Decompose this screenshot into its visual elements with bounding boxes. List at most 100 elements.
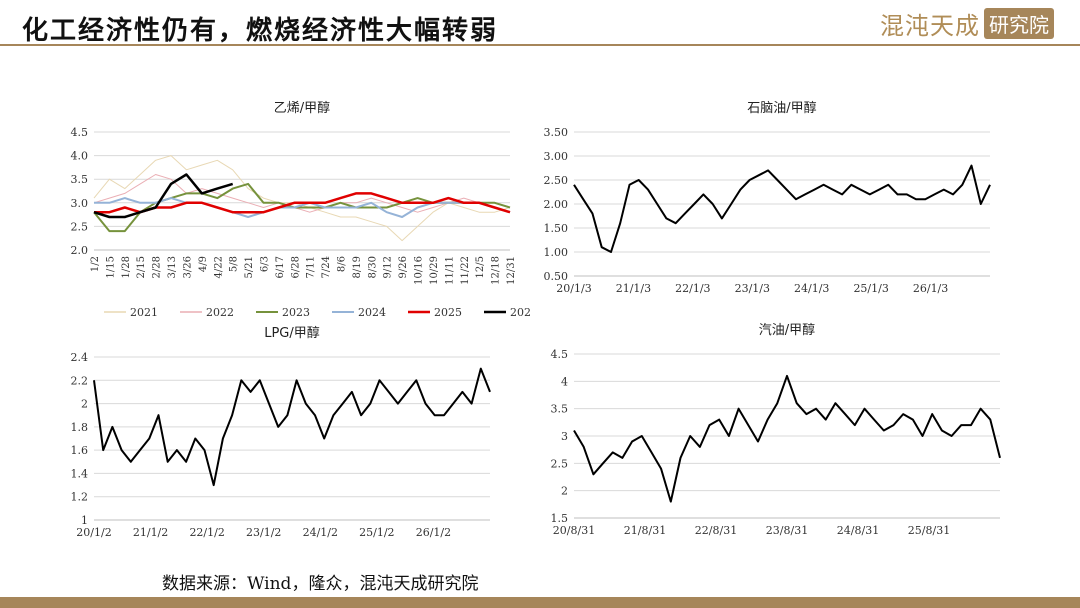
x-tick-label: 20/1/3 xyxy=(556,282,591,295)
x-tick-label: 26/1/3 xyxy=(913,282,948,295)
legend-label: 2022 xyxy=(206,306,234,319)
y-tick-label: 4 xyxy=(561,375,568,388)
x-tick-label: 24/1/2 xyxy=(303,526,338,539)
x-tick-label: 2/28 xyxy=(152,256,163,278)
x-tick-label: 20/1/2 xyxy=(76,526,111,539)
y-tick-label: 4.0 xyxy=(71,150,89,163)
x-tick-label: 8/19 xyxy=(352,256,363,278)
legend-label: 2025 xyxy=(434,306,462,319)
y-tick-label: 3.00 xyxy=(544,150,569,163)
chart-title: 石脑油/甲醇 xyxy=(747,100,816,116)
y-tick-label: 3.0 xyxy=(71,197,89,210)
x-tick-label: 7/24 xyxy=(321,256,332,278)
chart-naphtha-methanol: 石脑油/甲醇 0.50 1.00 1.50 2.00 2.50 3.00 3.50 20/1/3… xyxy=(530,90,1010,305)
y-tick-label: 1.8 xyxy=(71,421,89,434)
title-divider xyxy=(0,44,1080,46)
chart-ethylene-methanol: 乙烯/甲醇 2.0 2.5 3.0 3.5 4.0 4.5 1/2 1/15 1/28 2/15 2/… xyxy=(50,90,531,320)
logo: 混沌天成 研究院 xyxy=(880,7,1054,40)
x-tick-label: 23/8/31 xyxy=(766,524,808,537)
page-title: 化工经济性仍有，燃烧经济性大幅转弱 xyxy=(22,16,499,46)
source-note: 数据来源：Wind，隆众，混沌天成研究院 xyxy=(162,574,479,594)
x-tick-label: 7/11 xyxy=(306,256,317,278)
y-tick-label: 1.5 xyxy=(551,512,569,525)
x-tick-label: 11/11 xyxy=(444,256,455,285)
x-tick-label: 6/28 xyxy=(290,256,301,278)
x-tick-label: 9/26 xyxy=(398,256,409,278)
y-tick-label: 1.50 xyxy=(544,222,569,235)
y-tick-label: 2 xyxy=(561,485,568,498)
x-tick-label: 22/1/3 xyxy=(675,282,710,295)
y-tick-label: 2.5 xyxy=(71,220,89,233)
y-tick-label: 2 xyxy=(81,398,88,411)
x-tick-label: 3/13 xyxy=(167,256,178,278)
y-tick-label: 2.2 xyxy=(71,374,89,387)
x-tick-label: 23/1/3 xyxy=(735,282,770,295)
y-tick-label: 4.5 xyxy=(71,126,89,139)
series-line-2022 xyxy=(93,174,511,213)
y-tick-label: 2.0 xyxy=(71,244,89,257)
x-tick-label: 25/1/2 xyxy=(359,526,394,539)
series-line-2025 xyxy=(94,192,511,214)
x-tick-label: 10/29 xyxy=(429,256,440,285)
y-tick-label: 3.5 xyxy=(71,173,89,186)
bottom-bar xyxy=(0,597,1080,608)
y-tick-label: 1 xyxy=(81,514,88,527)
chart-svg: 乙烯/甲醇 2.0 2.5 3.0 3.5 4.0 4.5 1/2 1/15 1/28 2/15 2/… xyxy=(71,100,531,319)
logo-badge: 研究院 xyxy=(984,7,1054,39)
y-tick-label: 3 xyxy=(561,430,568,443)
y-tick-label: 1.6 xyxy=(71,444,89,457)
chart-svg: 汽油/甲醇 1.5 2 2.5 3 3.5 4 4.5 20/8/31 21/8/31 22/8/3… xyxy=(551,322,1001,537)
y-tick-label: 2.00 xyxy=(544,198,569,211)
y-tick-label: 1.4 xyxy=(71,467,89,480)
x-tick-label: 21/1/2 xyxy=(133,526,168,539)
x-tick-label: 25/8/31 xyxy=(908,524,950,537)
x-tick-label: 5/21 xyxy=(244,256,255,278)
chart-title: 乙烯/甲醇 xyxy=(274,100,330,116)
y-tick-label: 1.2 xyxy=(71,491,89,504)
x-tick-label: 1/28 xyxy=(121,256,132,278)
chart-gasoline-methanol: 汽油/甲醇 1.5 2 2.5 3 3.5 4 4.5 20/8/31 21/8/31 22/8/3… xyxy=(530,320,1010,555)
x-tick-label: 4/9 xyxy=(198,256,209,272)
series-line-s0 xyxy=(573,164,991,253)
x-tick-label: 26/1/2 xyxy=(416,526,451,539)
x-tick-label: 8/6 xyxy=(337,256,348,272)
y-tick-label: 2.4 xyxy=(71,351,89,364)
chart-lpg-methanol: LPG/甲醇 1 1.2 1.4 1.6 1.8 2 2.2 2.4 20/1/2 21/1/2 22… xyxy=(50,315,510,555)
x-tick-label: 4/22 xyxy=(213,256,224,278)
chart-title: LPG/甲醇 xyxy=(264,325,320,341)
x-tick-label: 25/1/3 xyxy=(853,282,888,295)
x-tick-label: 8/30 xyxy=(367,256,378,278)
x-tick-label: 12/18 xyxy=(491,256,502,285)
x-tick-label: 9/12 xyxy=(383,256,394,278)
y-tick-label: 1.00 xyxy=(544,246,569,259)
y-tick-label: 4.5 xyxy=(551,348,569,361)
x-tick-label: 10/16 xyxy=(414,256,425,285)
legend-label: 2024 xyxy=(358,306,386,319)
x-tick-label: 6/3 xyxy=(259,256,270,272)
series-line-s0 xyxy=(573,374,1001,503)
legend-label: 2021 xyxy=(130,306,158,319)
chart-svg: LPG/甲醇 1 1.2 1.4 1.6 1.8 2 2.2 2.4 20/1/2 21/1/2 22… xyxy=(71,325,491,539)
chart-title: 汽油/甲醇 xyxy=(759,322,815,338)
x-tick-label: 23/1/2 xyxy=(246,526,281,539)
x-tick-label: 21/1/3 xyxy=(616,282,651,295)
x-tick-label: 12/5 xyxy=(475,256,486,278)
y-tick-label: 0.50 xyxy=(544,270,569,283)
chart-svg: 石脑油/甲醇 0.50 1.00 1.50 2.00 2.50 3.00 3.50 20/1/3… xyxy=(544,100,991,295)
series-line-s0 xyxy=(93,367,491,487)
x-tick-label: 24/8/31 xyxy=(837,524,879,537)
series-line-2026 xyxy=(93,173,234,219)
y-tick-label: 2.50 xyxy=(544,174,569,187)
x-tick-label: 21/8/31 xyxy=(624,524,666,537)
x-tick-label: 1/2 xyxy=(90,256,101,272)
y-tick-label: 2.5 xyxy=(551,457,569,470)
logo-main: 混沌天成 xyxy=(880,11,980,40)
y-tick-label: 3.50 xyxy=(544,126,569,139)
x-tick-label: 20/8/31 xyxy=(553,524,595,537)
x-tick-label: 22/8/31 xyxy=(695,524,737,537)
x-tick-label: 24/1/3 xyxy=(794,282,829,295)
x-tick-label: 1/15 xyxy=(105,256,116,278)
y-tick-label: 3.5 xyxy=(551,403,569,416)
legend-label: 2026 xyxy=(510,306,530,319)
x-tick-label: 2/15 xyxy=(136,256,147,278)
